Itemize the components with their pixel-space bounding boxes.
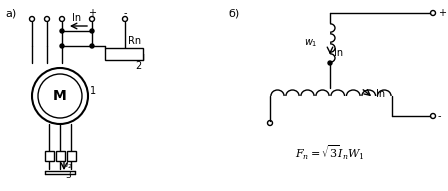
Bar [67,151,76,161]
Circle shape [90,29,94,33]
Text: $I_2$: $I_2$ [65,159,73,171]
Text: In: In [334,48,343,58]
Text: a): a) [5,8,16,18]
Text: M: M [53,89,67,103]
Text: +: + [438,8,446,18]
Text: In: In [73,13,82,23]
Text: -: - [438,111,441,121]
Circle shape [328,61,332,65]
Bar [105,48,143,60]
Text: In: In [376,89,386,99]
Bar [56,151,65,161]
Text: 2: 2 [135,61,141,71]
Text: +: + [88,8,96,18]
Circle shape [90,44,94,48]
Text: Rn: Rn [128,36,141,46]
Text: 3: 3 [65,172,71,180]
Text: $F_n = \sqrt{3}I_nW_1$: $F_n = \sqrt{3}I_nW_1$ [295,144,365,162]
Bar [45,151,54,161]
Text: б): б) [228,8,239,18]
Text: $w_1$: $w_1$ [305,37,318,49]
Circle shape [60,29,64,33]
Text: 1: 1 [90,86,96,96]
Text: -: - [123,8,127,18]
Circle shape [60,44,64,48]
